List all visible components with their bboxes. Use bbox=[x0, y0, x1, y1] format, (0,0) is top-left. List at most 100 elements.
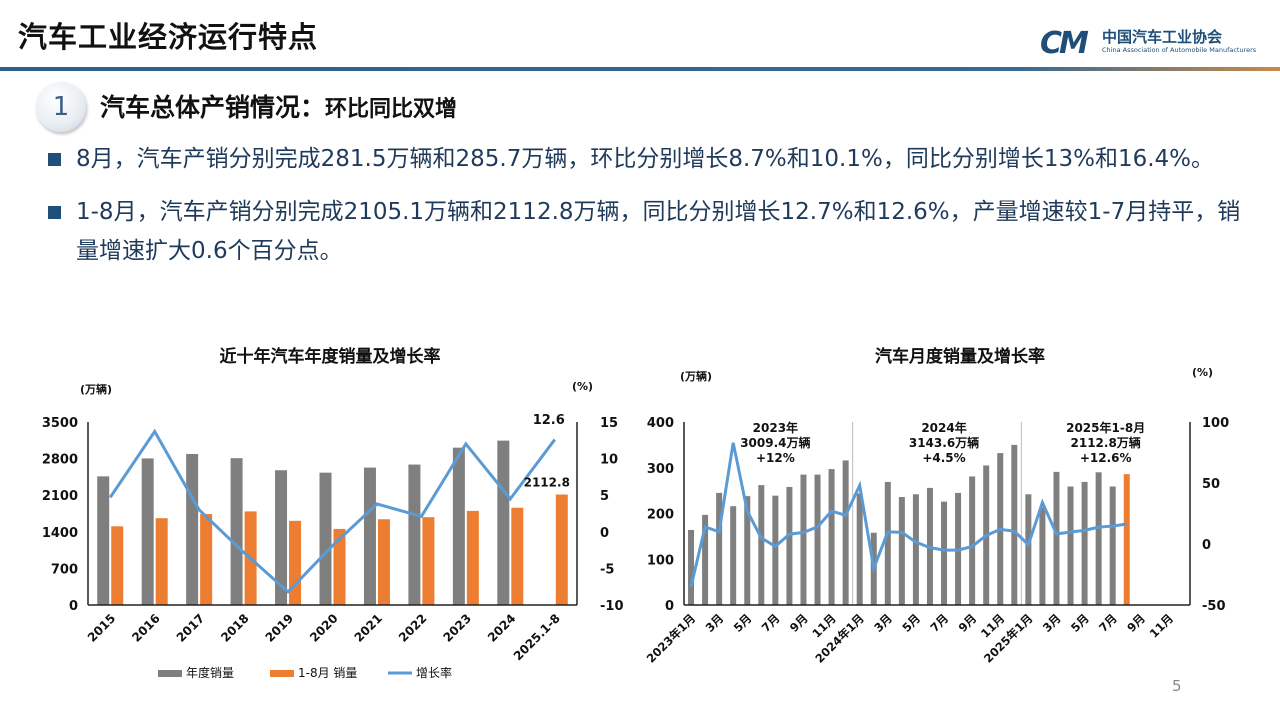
bar-monthly bbox=[1109, 486, 1116, 605]
bar-annual bbox=[141, 458, 154, 605]
y-tick-left: 2100 bbox=[42, 489, 78, 504]
x-tick-label: 5月 bbox=[1068, 611, 1092, 635]
y-tick-left: 0 bbox=[69, 599, 78, 614]
x-tick-label: 2023年1月 bbox=[644, 611, 698, 665]
annotation-growth: +4.5% bbox=[922, 451, 965, 465]
bar-jan-aug bbox=[466, 510, 479, 605]
bar-monthly bbox=[1039, 507, 1046, 605]
x-tick-label: 2023 bbox=[440, 611, 474, 645]
bar-monthly bbox=[800, 474, 807, 605]
bar-annual bbox=[186, 453, 199, 605]
bar-annual bbox=[497, 440, 510, 605]
annotation-total: 3143.6万辆 bbox=[909, 435, 979, 450]
x-tick-label: 9月 bbox=[1124, 611, 1148, 635]
bar-monthly bbox=[814, 474, 821, 605]
section-number-badge: 1 bbox=[36, 82, 86, 132]
x-tick-label: 2016 bbox=[129, 611, 163, 645]
y-tick-left: 700 bbox=[51, 562, 78, 577]
bar-jan-aug bbox=[377, 519, 390, 605]
x-tick-label: 3月 bbox=[871, 611, 895, 635]
y-tick-left: 400 bbox=[647, 416, 674, 431]
y-tick-left: 100 bbox=[647, 553, 674, 568]
bar-monthly bbox=[969, 476, 976, 605]
bar-monthly bbox=[856, 493, 863, 605]
logo-name-en: China Association of Automobile Manufact… bbox=[1102, 46, 1257, 54]
y-axis-right-label: (%) bbox=[1192, 366, 1213, 379]
y-axis-left-label: (万辆) bbox=[80, 382, 112, 396]
annotation-year: 2023年 bbox=[753, 420, 798, 435]
annotation-year: 2024年 bbox=[921, 420, 966, 435]
logo-mark: CM bbox=[1040, 26, 1089, 61]
bar-monthly bbox=[716, 492, 723, 605]
growth-line bbox=[689, 442, 1127, 588]
annual-sales-chart: 近十年汽车年度销量及增长率 (万辆) (%) 0 700 1400 2100 2800 3500… bbox=[42, 346, 624, 680]
x-tick-label: 5月 bbox=[899, 611, 923, 635]
bar-monthly bbox=[1025, 494, 1032, 605]
x-tick-label: 5月 bbox=[731, 611, 755, 635]
bar-monthly bbox=[1067, 486, 1074, 605]
y-tick-left: 2800 bbox=[42, 453, 78, 468]
y-tick-left: 0 bbox=[665, 599, 674, 614]
y-tick-right: 50 bbox=[1202, 477, 1220, 492]
x-tick-label: 2020 bbox=[307, 611, 341, 645]
section-subtitle: 环比同比双增 bbox=[325, 97, 458, 122]
bar-annual bbox=[319, 472, 332, 605]
page-number: 5 bbox=[1172, 677, 1182, 695]
y-tick-left: 300 bbox=[647, 462, 674, 477]
bar-annual bbox=[452, 447, 465, 605]
bar-annual bbox=[363, 467, 376, 605]
bar-monthly bbox=[744, 496, 751, 605]
bar-annual bbox=[97, 476, 110, 605]
bar-annual bbox=[408, 464, 421, 605]
bar-jan-aug bbox=[555, 494, 568, 605]
x-tick-label: 2021 bbox=[352, 611, 386, 645]
bar-annual bbox=[230, 458, 243, 605]
bar-monthly bbox=[1011, 444, 1018, 605]
bar-monthly bbox=[842, 460, 849, 605]
legend-swatch-annual bbox=[158, 670, 182, 677]
bar-monthly bbox=[772, 495, 779, 605]
bullet-text: 1-8月，汽车产销分别完成2105.1万辆和2112.8万辆，同比分别增长12.… bbox=[76, 199, 1241, 264]
legend-label: 1-8月 销量 bbox=[298, 666, 357, 680]
annotation-year: 2025年1-8月 bbox=[1066, 420, 1145, 435]
bar-monthly bbox=[941, 501, 948, 605]
chart-title: 汽车月度销量及增长率 bbox=[875, 346, 1045, 367]
x-tick-label: 2025.1-8 bbox=[511, 611, 563, 663]
y-tick-right: 100 bbox=[1202, 416, 1229, 431]
legend-swatch-jan-aug bbox=[270, 670, 294, 677]
x-tick-label: 3月 bbox=[703, 611, 727, 635]
x-tick-label: 11月 bbox=[1147, 611, 1176, 640]
header-divider bbox=[0, 67, 1280, 71]
page-title: 汽车工业经济运行特点 bbox=[18, 20, 319, 54]
bar-monthly bbox=[828, 469, 835, 605]
y-tick-right: -50 bbox=[1202, 599, 1226, 614]
bullet-text: 8月，汽车产销分别完成281.5万辆和285.7万辆，环比分别增长8.7%和10… bbox=[76, 146, 1215, 172]
y-tick-right: -10 bbox=[600, 599, 624, 614]
bar-monthly bbox=[1095, 472, 1102, 605]
x-tick-label: 7月 bbox=[1096, 611, 1120, 635]
annotation-growth: +12% bbox=[756, 451, 795, 465]
data-label-bar: 2112.8 bbox=[524, 476, 570, 490]
bar-monthly bbox=[1123, 474, 1130, 605]
bar-jan-aug bbox=[111, 526, 124, 605]
square-bullet-icon bbox=[48, 206, 61, 219]
y-tick-right: -5 bbox=[600, 562, 614, 577]
x-tick-label: 7月 bbox=[927, 611, 951, 635]
monthly-sales-chart: 汽车月度销量及增长率 (万辆) (%) 0 100 200 300 400 -50 0 50 100 2… bbox=[644, 346, 1229, 666]
bar-monthly bbox=[758, 485, 765, 605]
x-tick-label: 2019 bbox=[263, 611, 297, 645]
bar-monthly bbox=[702, 514, 709, 605]
y-tick-right: 15 bbox=[600, 416, 618, 431]
bar-monthly bbox=[1053, 471, 1060, 605]
y-axis-right-label: (%) bbox=[572, 380, 593, 393]
logo-name-cn: 中国汽车工业协会 bbox=[1102, 28, 1223, 46]
y-tick-left: 1400 bbox=[42, 526, 78, 541]
x-tick-label: 3月 bbox=[1040, 611, 1064, 635]
section-title: 汽车总体产销情况：环比同比双增 bbox=[100, 88, 457, 124]
bar-monthly bbox=[1081, 481, 1088, 605]
annotation-growth: +12.6% bbox=[1080, 451, 1132, 465]
y-axis-left-label: (万辆) bbox=[680, 369, 712, 383]
growth-line bbox=[108, 428, 556, 594]
bar-jan-aug bbox=[422, 517, 435, 605]
bar-annual bbox=[275, 470, 288, 605]
